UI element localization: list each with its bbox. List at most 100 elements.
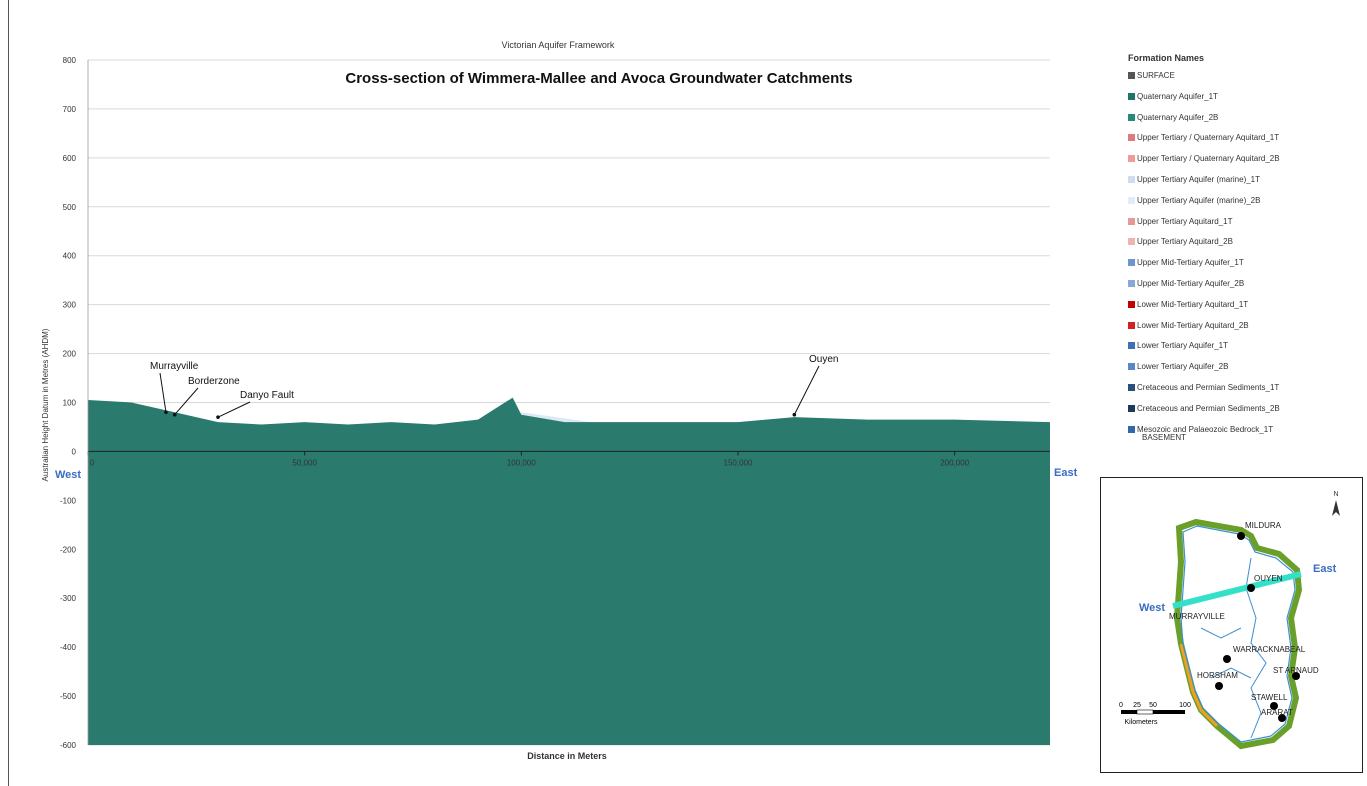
catchment-orange-edge: [1179, 643, 1219, 728]
town-label: MILDURA: [1245, 521, 1282, 530]
legend-label: Upper Tertiary Aquitard_1T: [1137, 216, 1233, 226]
town-marker: [1278, 714, 1286, 722]
y-tick-label: 800: [63, 56, 77, 65]
legend-item: Lower Mid-Tertiary Aquitard_1T: [1128, 300, 1358, 321]
legend-swatch: [1128, 155, 1135, 163]
town-label: OUYEN: [1254, 574, 1283, 583]
legend-item: Cretaceous and Permian Sediments_2B: [1128, 404, 1358, 425]
y-tick-label: -600: [60, 741, 77, 750]
inset-location-map: N West East MILDURA OUYEN MURRAYVILLE WARRA…: [1100, 477, 1363, 773]
scale-unit: Kilometers: [1124, 719, 1158, 726]
legend-swatch: [1128, 383, 1135, 391]
scale-0: 0: [1119, 702, 1123, 709]
legend-swatch: [1128, 134, 1135, 142]
map-west-label: West: [1139, 602, 1165, 614]
legend-label: Upper Mid-Tertiary Aquifer_2B: [1137, 278, 1245, 288]
y-tick-label: 300: [63, 301, 77, 310]
legend-label: Upper Tertiary Aquitard_2B: [1137, 237, 1233, 247]
legend-label: Upper Mid-Tertiary Aquifer_1T: [1137, 258, 1244, 268]
scale-100: 100: [1179, 702, 1191, 709]
town-label: HORSHAM: [1197, 671, 1238, 680]
legend-item: Upper Tertiary / Quaternary Aquitard_1T: [1128, 133, 1358, 154]
legend-swatch: [1128, 175, 1135, 183]
annotation-arrowhead: [792, 412, 797, 417]
annotation-label: Ouyen: [809, 354, 838, 365]
legend-label: Upper Tertiary / Quaternary Aquitard_1T: [1137, 133, 1280, 143]
legend-swatch: [1128, 217, 1135, 225]
legend-label: Quaternary Aquifer_2B: [1137, 112, 1219, 122]
annotation-label: Borderzone: [188, 376, 240, 387]
legend-item: Lower Mid-Tertiary Aquitard_2B: [1128, 321, 1358, 342]
legend-swatch: [1128, 92, 1135, 100]
annotation-arrow: [793, 365, 820, 415]
legend-label: Lower Mid-Tertiary Aquitard_1T: [1137, 299, 1249, 309]
legend-swatch: [1128, 113, 1135, 121]
annotation-arrow: [217, 401, 251, 418]
legend-label: Lower Tertiary Aquifer_1T: [1137, 341, 1229, 351]
formation-legend: Formation Names SURFACE Quaternary Aquife…: [1128, 53, 1358, 442]
y-tick-label: 200: [63, 350, 77, 359]
legend-item: Cretaceous and Permian Sediments_1T: [1128, 383, 1358, 404]
legend-item: Upper Tertiary / Quaternary Aquitard_2B: [1128, 154, 1358, 175]
legend-item: Upper Tertiary Aquitard_2B: [1128, 237, 1358, 258]
scale-25: 25: [1133, 702, 1141, 709]
x-tick-label: 50,000: [292, 458, 317, 467]
town-marker: [1223, 655, 1231, 663]
legend-title: Formation Names: [1128, 53, 1205, 63]
legend-label: Cretaceous and Permian Sediments_2B: [1137, 403, 1280, 413]
section-line: [1172, 571, 1302, 609]
town-label: MURRAYVILLE: [1169, 612, 1225, 621]
y-tick-label: 600: [63, 154, 77, 163]
x-tick-label: 100,000: [507, 458, 536, 467]
y-tick-label: 100: [63, 399, 77, 408]
legend-swatch: [1128, 321, 1135, 329]
page-left-rule: [8, 0, 9, 786]
legend-item: Upper Mid-Tertiary Aquifer_1T: [1128, 258, 1358, 279]
legend-swatch: [1128, 196, 1135, 204]
chart-title: Cross-section of Wimmera-Mallee and Avoc…: [345, 70, 852, 87]
y-tick-label: -200: [60, 545, 77, 554]
annotation-arrowhead: [172, 412, 177, 417]
town-marker: [1247, 584, 1255, 592]
inset-map-svg: N West East MILDURA OUYEN MURRAYVILLE WARRA…: [1119, 491, 1340, 750]
legend-swatch: [1128, 404, 1135, 412]
town-marker: [1292, 672, 1300, 680]
legend-item: Upper Tertiary Aquitard_1T: [1128, 217, 1358, 238]
annotation-label: Murrayville: [150, 361, 199, 372]
framework-title: Victorian Aquifer Framework: [502, 40, 615, 50]
legend-swatch: [1128, 72, 1135, 79]
x-axis-label: Distance in Meters: [527, 751, 607, 761]
legend-swatch: [1128, 279, 1135, 287]
legend-item: Upper Mid-Tertiary Aquifer_2B: [1128, 279, 1358, 300]
y-tick-label: 400: [63, 252, 77, 261]
x-tick-label: 0: [90, 458, 95, 467]
legend-label: Mesozoic and Palaeozoic Bedrock_1T: [1137, 424, 1274, 434]
y-tick-label: 500: [63, 203, 77, 212]
legend-label: Cretaceous and Permian Sediments_1T: [1137, 382, 1280, 392]
town-label: ARARAT: [1261, 708, 1293, 717]
internal-boundaries: [1200, 557, 1267, 739]
legend-label: Upper Tertiary / Quaternary Aquitard_2B: [1137, 154, 1280, 164]
town-label: WARRACKNABEAL: [1233, 645, 1306, 654]
legend-swatch: [1128, 342, 1135, 350]
town-marker: [1215, 682, 1223, 690]
legend-label: Lower Tertiary Aquifer_2B: [1137, 362, 1229, 372]
cross-section-chart: Victorian Aquifer Framework Cross-sectio…: [41, 40, 1078, 761]
legend-swatch: [1128, 425, 1135, 433]
x-tick-label: 150,000: [724, 458, 753, 467]
annotation-arrow: [159, 372, 167, 413]
legend-item: SURFACE: [1128, 71, 1358, 92]
annotation-arrowhead: [216, 415, 220, 419]
legend-item: Upper Tertiary Aquifer (marine)_2B: [1128, 196, 1358, 217]
east-end-label: East: [1054, 467, 1078, 479]
town-marker: [1270, 702, 1278, 710]
legend-item: Lower Tertiary Aquifer_1T: [1128, 341, 1358, 362]
legend-swatch: [1128, 238, 1135, 246]
annotation-arrow: [174, 387, 199, 416]
y-tick-label: 700: [63, 105, 77, 114]
map-north-arrow: N: [1333, 491, 1338, 498]
y-tick-label: -100: [60, 496, 77, 505]
legend-items: SURFACE Quaternary Aquifer_1T Quaternary A…: [1128, 71, 1358, 445]
scale-bar: 0 25 50 100 Kilometers: [1119, 702, 1191, 726]
